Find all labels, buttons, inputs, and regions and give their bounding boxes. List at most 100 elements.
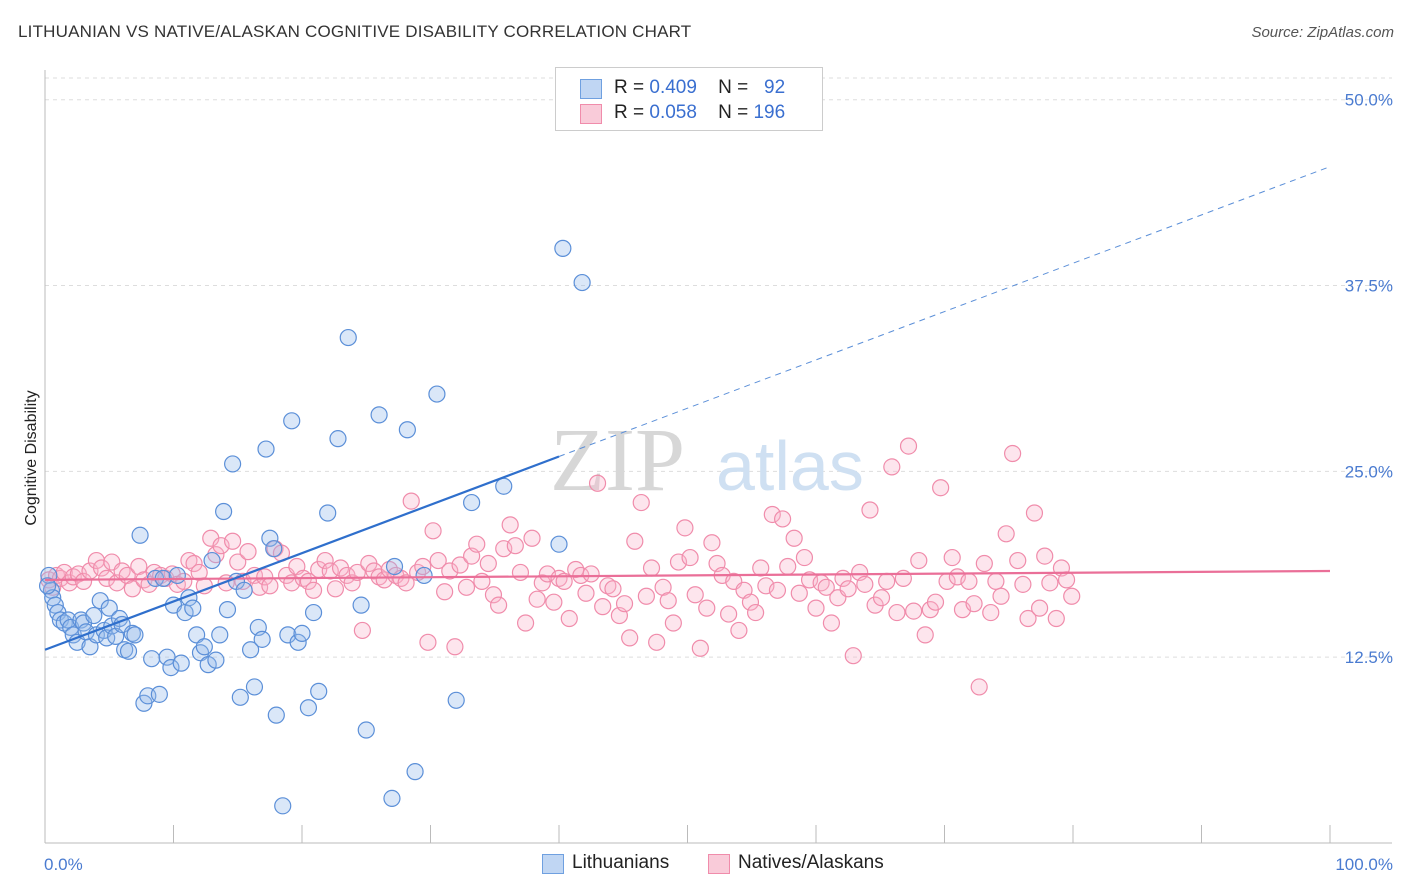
point-lithuanians — [495, 477, 513, 495]
point-lithuanians — [126, 626, 144, 644]
legend-n-value: 196 — [753, 102, 786, 123]
legend-r-label: R = — [614, 77, 645, 98]
point-natives — [878, 572, 896, 590]
y-tick-label: 50.0% — [1345, 91, 1393, 110]
point-natives — [795, 548, 814, 567]
point-natives — [229, 553, 247, 571]
point-natives — [429, 551, 447, 570]
point-natives — [960, 572, 978, 590]
trend-lithuanians — [44, 455, 560, 651]
point-natives — [768, 581, 787, 599]
point-lithuanians — [274, 797, 292, 815]
point-natives — [632, 493, 650, 512]
y-axis-label: Cognitive Disability — [23, 390, 40, 525]
legend: R = 0.409 N = 92 R = 0.058 N = 196 — [555, 67, 823, 131]
point-natives — [550, 569, 568, 587]
point-natives — [1009, 551, 1027, 570]
point-natives — [926, 593, 945, 611]
point-natives — [123, 580, 141, 598]
point-natives — [484, 586, 503, 604]
point-natives — [1057, 571, 1076, 589]
point-natives — [1063, 587, 1081, 605]
trend-natives — [44, 569, 1331, 581]
point-natives — [501, 516, 519, 534]
point-lithuanians — [319, 504, 337, 522]
point-lithuanians — [257, 440, 275, 458]
point-natives — [883, 458, 901, 476]
point-lithuanians — [245, 678, 264, 696]
point-natives — [92, 559, 111, 577]
point-natives — [817, 578, 835, 596]
point-natives — [1004, 444, 1022, 463]
legend-r-label: R = — [614, 102, 645, 123]
point-natives — [523, 529, 541, 547]
point-lithuanians — [339, 328, 357, 347]
point-natives — [615, 595, 634, 613]
point-natives — [224, 532, 242, 550]
point-natives — [451, 556, 469, 574]
point-natives — [664, 614, 682, 632]
point-natives — [982, 603, 1000, 622]
point-natives — [888, 603, 906, 622]
point-natives — [599, 577, 617, 595]
point-natives — [899, 437, 918, 455]
point-natives — [490, 596, 508, 614]
point-natives — [1047, 609, 1065, 628]
point-lithuanians — [406, 763, 424, 781]
point-natives — [239, 543, 257, 561]
point-natives — [691, 639, 709, 657]
point-lithuanians — [224, 455, 242, 473]
point-natives — [844, 647, 862, 665]
point-lithuanians — [293, 624, 311, 642]
point-natives — [987, 572, 1005, 590]
point-natives — [64, 568, 82, 586]
point-natives — [304, 581, 323, 599]
point-lithuanians — [211, 626, 229, 644]
point-lithuanians — [195, 638, 213, 656]
y-tick-label: 25.0% — [1345, 462, 1393, 481]
point-natives — [621, 629, 639, 647]
bottom-swatch-natives — [708, 854, 730, 874]
point-natives — [676, 519, 694, 537]
y-tick-label: 37.5% — [1345, 277, 1393, 296]
bottom-legend-label: Natives/Alaskans — [738, 852, 884, 873]
point-natives — [626, 532, 644, 550]
point-natives — [992, 587, 1010, 605]
point-natives — [604, 580, 622, 598]
legend-swatch-lithuanians — [580, 79, 602, 99]
point-natives — [773, 510, 792, 528]
point-lithuanians — [463, 493, 481, 512]
point-lithuanians — [550, 535, 568, 553]
point-lithuanians — [385, 557, 404, 576]
point-natives — [752, 559, 770, 577]
point-natives — [348, 563, 366, 582]
point-natives — [436, 583, 454, 601]
point-natives — [560, 609, 578, 628]
point-lithuanians — [398, 421, 416, 439]
chart-title: LITHUANIAN VS NATIVE/ALASKAN COGNITIVE D… — [18, 22, 692, 41]
point-lithuanians — [310, 682, 328, 700]
point-natives — [441, 562, 459, 580]
point-lithuanians — [573, 273, 591, 292]
point-lithuanians — [265, 540, 283, 558]
point-lithuanians — [203, 551, 221, 570]
point-lithuanians — [131, 526, 149, 544]
y-tick-label: 12.5% — [1345, 648, 1393, 667]
point-lithuanians — [172, 654, 190, 672]
point-lithuanians — [242, 641, 260, 659]
point-natives — [588, 474, 607, 492]
legend-n-label: N = — [718, 102, 749, 123]
point-natives — [1014, 575, 1032, 593]
point-lithuanians — [38, 577, 57, 595]
point-natives — [779, 557, 797, 576]
point-natives — [872, 589, 891, 607]
point-natives — [916, 626, 934, 644]
point-lithuanians — [188, 626, 206, 644]
point-natives — [468, 535, 486, 553]
point-natives — [698, 599, 716, 617]
bottom-legend-label: Lithuanians — [572, 852, 670, 873]
point-natives — [975, 554, 993, 573]
point-natives — [1025, 504, 1044, 522]
point-natives — [965, 595, 983, 613]
